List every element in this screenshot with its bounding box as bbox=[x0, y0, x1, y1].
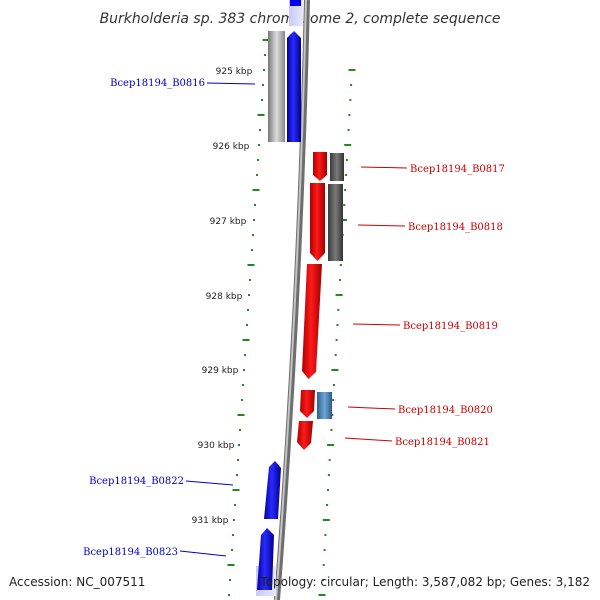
gene-partial-top-edge bbox=[290, 0, 301, 6]
gene-shadow-b0817 bbox=[330, 153, 344, 181]
leader-b0821 bbox=[344, 437, 393, 442]
topology-label: Topology: circular; Length: 3,587,082 bp… bbox=[259, 575, 590, 589]
leader-b0820 bbox=[347, 406, 396, 410]
gene-shadow-b0818 bbox=[328, 184, 343, 261]
gene-b0823[interactable] bbox=[257, 528, 274, 590]
leader-b0818 bbox=[357, 224, 406, 227]
tick-label-927: 927 kbp bbox=[210, 217, 247, 227]
tick-ruler-left bbox=[227, 39, 270, 596]
gene-b0817[interactable] bbox=[313, 152, 327, 181]
gene-b0816[interactable] bbox=[287, 31, 301, 142]
tick-label-929: 929 kbp bbox=[202, 366, 239, 376]
leader-b0817 bbox=[360, 166, 408, 169]
gene-label-b0817[interactable]: Bcep18194_B0817 bbox=[410, 164, 505, 175]
gene-b0821[interactable] bbox=[297, 421, 313, 450]
gene-b0818[interactable] bbox=[310, 183, 325, 261]
tick-ruler-right bbox=[318, 69, 356, 596]
gene-label-b0823[interactable]: Bcep18194_B0823 bbox=[83, 547, 178, 558]
gene-label-b0816[interactable]: Bcep18194_B0816 bbox=[110, 78, 205, 89]
leader-b0823 bbox=[179, 550, 227, 557]
tick-label-930: 930 kbp bbox=[198, 441, 235, 451]
gene-b0819[interactable] bbox=[302, 264, 322, 379]
leader-b0822 bbox=[185, 480, 234, 486]
tick-label-931: 931 kbp bbox=[192, 516, 229, 526]
gene-label-b0818[interactable]: Bcep18194_B0818 bbox=[408, 222, 503, 233]
gene-shadow-b0820 bbox=[317, 392, 332, 419]
gene-b0820[interactable] bbox=[300, 390, 315, 418]
gene-shadow-b0816 bbox=[268, 31, 285, 142]
gene-label-b0819[interactable]: Bcep18194_B0819 bbox=[403, 321, 498, 332]
tick-label-928: 928 kbp bbox=[206, 292, 243, 302]
gene-label-b0821[interactable]: Bcep18194_B0821 bbox=[395, 437, 490, 448]
tick-labels: 925 kbp 926 kbp 927 kbp 928 kbp 929 kbp … bbox=[192, 67, 253, 526]
gene-b0822[interactable] bbox=[264, 461, 281, 519]
gene-label-b0820[interactable]: Bcep18194_B0820 bbox=[398, 405, 493, 416]
gene-label-b0822[interactable]: Bcep18194_B0822 bbox=[89, 476, 184, 487]
tick-label-926: 926 kbp bbox=[213, 142, 250, 152]
leader-b0816 bbox=[206, 82, 256, 85]
gene-partial-top[interactable] bbox=[289, 0, 303, 26]
backbone-highlight bbox=[275, 0, 307, 600]
leader-b0819 bbox=[352, 323, 401, 326]
accession-label: Accession: NC_007511 bbox=[9, 575, 145, 589]
tick-label-925: 925 kbp bbox=[216, 67, 253, 77]
